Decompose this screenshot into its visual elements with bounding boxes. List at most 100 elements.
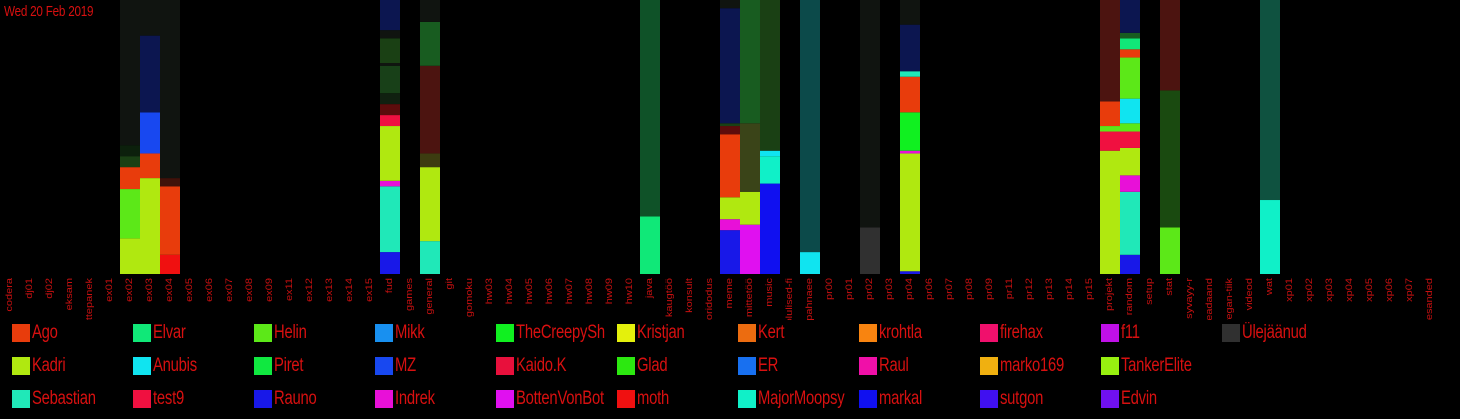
x-tick-label: mittetöö bbox=[745, 277, 755, 317]
legend-label: marko169 bbox=[1000, 355, 1065, 376]
bar-segment-meme-2 bbox=[720, 197, 740, 220]
bar-segment-ex03-0 bbox=[140, 178, 160, 274]
legend-swatch bbox=[980, 357, 998, 375]
legend-item: marko169 bbox=[980, 355, 1082, 377]
x-tick-label: pr09 bbox=[985, 277, 995, 300]
legend-item: krohtla bbox=[859, 322, 934, 344]
legend-label: Rauno bbox=[274, 388, 317, 409]
legend-item: Edvin bbox=[1101, 388, 1167, 410]
legend-swatch bbox=[859, 357, 877, 375]
x-tick-label: pr11 bbox=[1005, 277, 1015, 299]
legend-item: MajorMoopsy bbox=[738, 388, 869, 410]
legend-swatch bbox=[12, 357, 30, 375]
legend-label: Kert bbox=[758, 322, 785, 343]
bar-segment-projekt-3 bbox=[1100, 101, 1120, 127]
x-tick-label: pr15 bbox=[1085, 277, 1095, 300]
x-tick-label: wat bbox=[1265, 278, 1275, 296]
legend-label: MajorMoopsy bbox=[758, 388, 845, 409]
bar-segment-fud-10 bbox=[380, 30, 400, 39]
legend-item: Kaido.K bbox=[496, 355, 580, 377]
bar-segment-pr04-3 bbox=[900, 112, 920, 151]
legend-swatch bbox=[980, 324, 998, 342]
x-tick-label: setup bbox=[1145, 277, 1155, 304]
x-tick-label: hw10 bbox=[625, 277, 635, 304]
x-tick-label: meme bbox=[725, 277, 735, 308]
legend-swatch bbox=[254, 357, 272, 375]
bar-segment-random-9 bbox=[1120, 38, 1140, 50]
bar-segment-general-4 bbox=[420, 21, 440, 66]
legend-item: Indrek bbox=[375, 388, 446, 410]
legend-swatch bbox=[496, 324, 514, 342]
bar-segment-random-3 bbox=[1120, 147, 1140, 176]
bar-segment-random-4 bbox=[1120, 131, 1140, 148]
bar-segment-meme-3 bbox=[720, 134, 740, 198]
bar-segment-meme-6 bbox=[720, 8, 740, 124]
bar-segment-pr04-7 bbox=[900, 0, 920, 25]
x-tick-label: ex14 bbox=[345, 277, 355, 301]
x-tick-label: pr14 bbox=[1065, 277, 1075, 300]
legend-item: Anubis bbox=[133, 355, 209, 377]
legend-item: Kristjan bbox=[617, 322, 698, 344]
legend-label: Helin bbox=[274, 322, 307, 343]
legend-swatch bbox=[738, 390, 756, 408]
bar-segment-random-10 bbox=[1120, 32, 1140, 39]
x-tick-label: ex02 bbox=[125, 277, 135, 301]
bar-segment-mittetöö-1 bbox=[740, 191, 760, 225]
x-tick-label: videod bbox=[1245, 278, 1255, 310]
x-tick-label: vegan-tiik bbox=[1225, 278, 1235, 320]
bar-segment-general-0 bbox=[420, 241, 440, 274]
x-tick-label: hw05 bbox=[525, 277, 535, 304]
legend-label: Edvin bbox=[1121, 388, 1157, 409]
bars bbox=[120, 0, 1280, 274]
legend-label: test9 bbox=[153, 388, 184, 409]
legend-label: Mikk bbox=[395, 322, 425, 343]
bar-segment-mittetöö-3 bbox=[740, 0, 760, 124]
legend-label: TankerElite bbox=[1121, 355, 1192, 376]
bar-segment-pr02-1 bbox=[860, 0, 880, 228]
legend-swatch bbox=[133, 357, 151, 375]
legend-label: Kristjan bbox=[637, 322, 685, 343]
legend-label: Sebastian bbox=[32, 388, 96, 409]
legend-label: Ago bbox=[32, 322, 58, 343]
legend-label: Kadri bbox=[32, 355, 66, 376]
legend-swatch bbox=[738, 324, 756, 342]
legend-swatch bbox=[254, 324, 272, 342]
legend-label: f11 bbox=[1121, 322, 1140, 343]
x-tick-label: hw07 bbox=[565, 277, 575, 304]
legend-item: Rauno bbox=[254, 388, 329, 410]
bar-segment-ex04-0 bbox=[160, 254, 180, 274]
bar-segment-ex02-3 bbox=[120, 156, 140, 168]
bar-segment-fud-1 bbox=[380, 186, 400, 253]
x-tick-label: xp01 bbox=[1285, 277, 1295, 301]
bar-segment-music-0 bbox=[760, 183, 780, 274]
x-tick-label: teadaand bbox=[1205, 278, 1215, 320]
x-tick-label: dj01 bbox=[25, 277, 35, 298]
legend-item: sutgon bbox=[980, 388, 1055, 410]
x-tick-label: xp06 bbox=[1385, 277, 1395, 301]
x-tick-label: ex01 bbox=[105, 277, 115, 301]
bar-segment-music-1 bbox=[760, 156, 780, 184]
bar-segment-projekt-4 bbox=[1100, 0, 1120, 102]
x-tick-label: pr06 bbox=[925, 277, 935, 300]
legend-swatch bbox=[496, 390, 514, 408]
legend-item: firehax bbox=[980, 322, 1055, 344]
legend-label: Raul bbox=[879, 355, 909, 376]
legend-item: Piret bbox=[254, 355, 312, 377]
legend-label: sutgon bbox=[1000, 388, 1044, 409]
x-tick-label: stat bbox=[1165, 278, 1175, 296]
bar-segment-ex04-1 bbox=[160, 186, 180, 255]
x-tick-label: pr00 bbox=[825, 277, 835, 300]
bar-segment-wat-1 bbox=[1260, 0, 1280, 201]
bar-segment-fud-8 bbox=[380, 63, 400, 66]
legend-label: moth bbox=[637, 388, 670, 409]
bar-segment-general-5 bbox=[420, 0, 440, 22]
bar-segment-ex03-1 bbox=[140, 153, 160, 179]
bar-segment-random-5 bbox=[1120, 123, 1140, 132]
legend-item: Kert bbox=[738, 322, 792, 344]
legend-label: Kaido.K bbox=[516, 355, 567, 376]
x-tick-label: ex13 bbox=[325, 277, 335, 301]
x-tick-label: pr01 bbox=[845, 277, 855, 300]
bar-segment-pr04-1 bbox=[900, 153, 920, 272]
legend-swatch bbox=[617, 357, 635, 375]
legend-label: BottenVonBot bbox=[516, 388, 604, 409]
